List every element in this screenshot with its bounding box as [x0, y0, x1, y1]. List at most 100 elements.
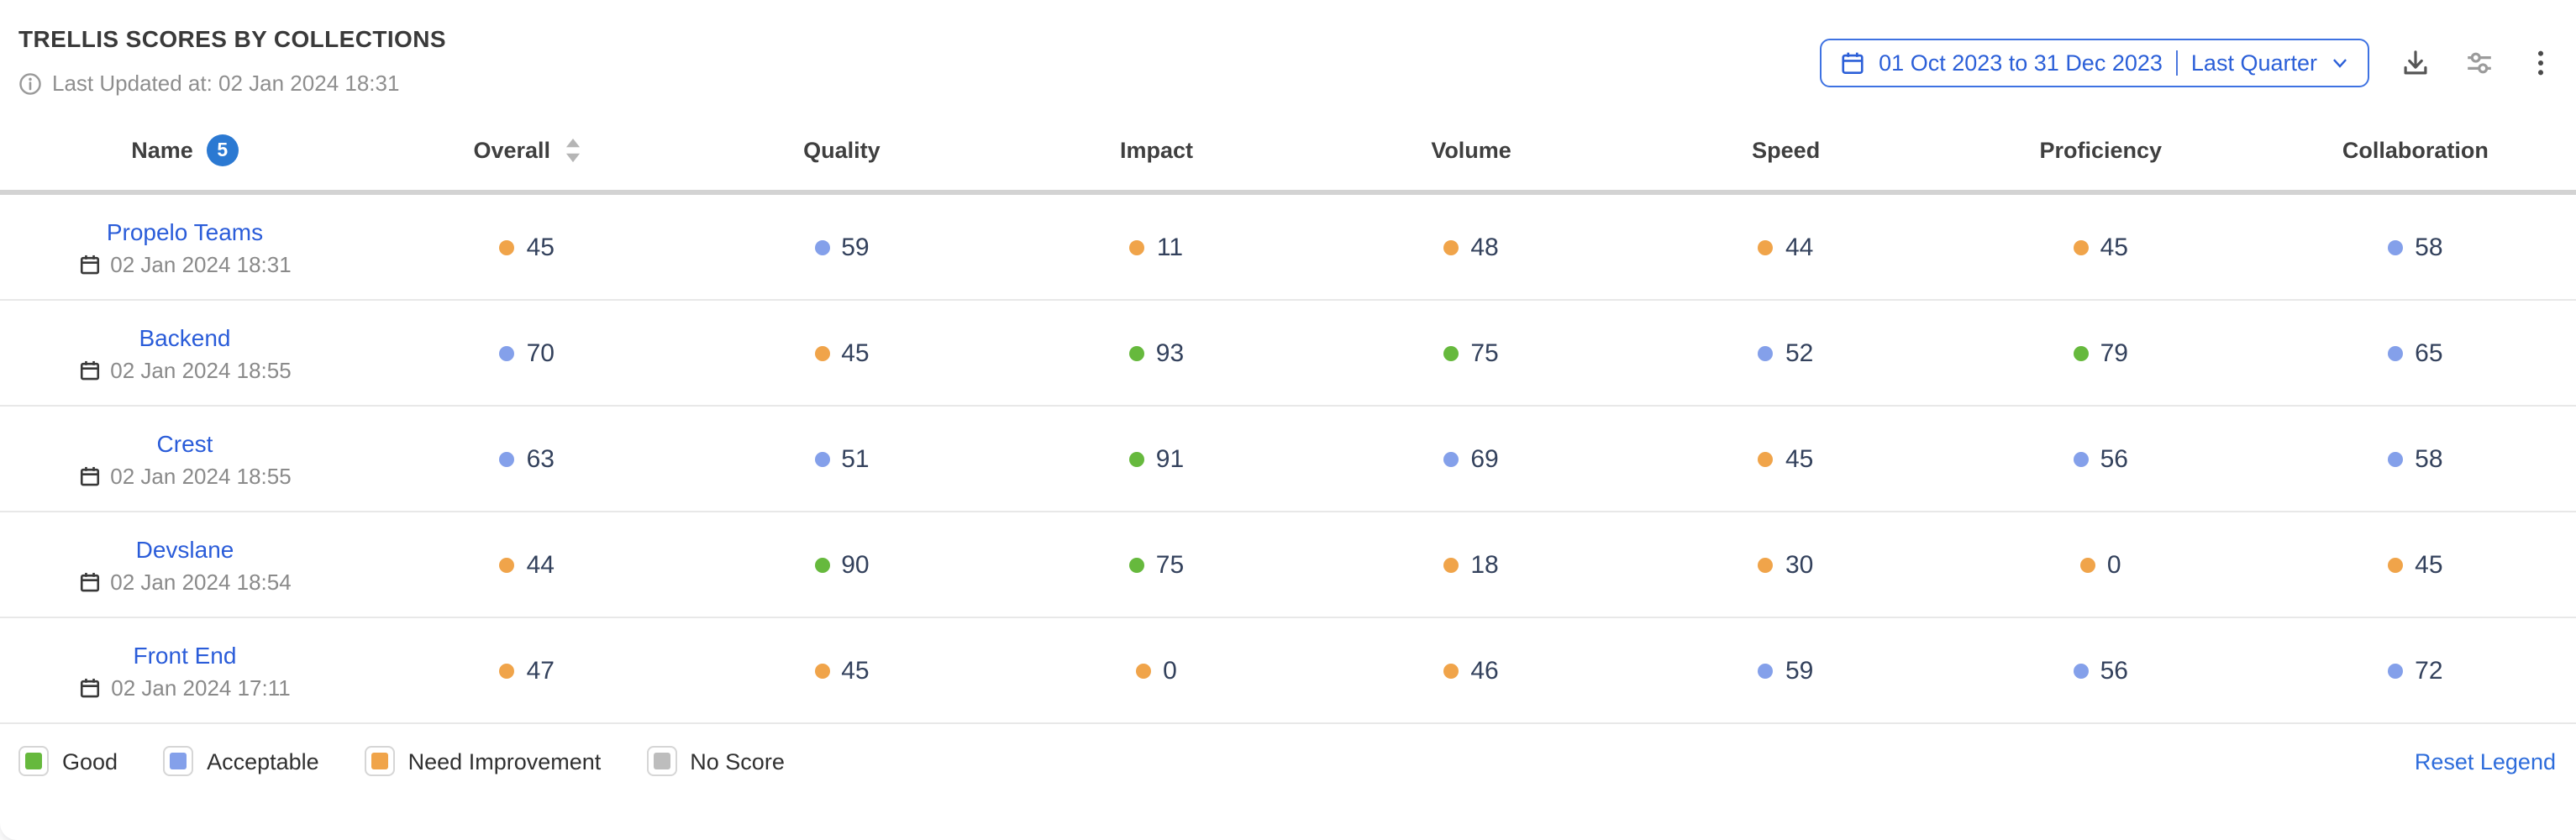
score-value: 44: [1785, 233, 1814, 261]
legend-item[interactable]: No Score: [646, 746, 785, 776]
score-dot: [2388, 239, 2404, 255]
score-dot: [814, 239, 830, 255]
score-cell: 75: [1314, 339, 1629, 367]
name-cell: Front End 02 Jan 2024 17:11: [0, 641, 370, 700]
score-value: 45: [526, 233, 555, 261]
score-value: 45: [1785, 444, 1814, 473]
score-cell: 65: [2258, 339, 2573, 367]
column-label: Proficiency: [2039, 138, 2163, 163]
score-cell: 91: [999, 444, 1314, 473]
column-header-quality: Quality: [685, 138, 1000, 163]
score-cell: 72: [2258, 656, 2573, 685]
column-header-overall[interactable]: Overall: [370, 138, 685, 163]
score-value: 70: [526, 339, 555, 367]
info-icon[interactable]: [18, 71, 42, 95]
score-cell: 46: [1314, 656, 1629, 685]
score-value: 58: [2415, 444, 2443, 473]
score-dot: [1128, 345, 1144, 360]
download-icon: [2401, 49, 2430, 77]
score-value: 18: [1470, 550, 1499, 579]
score-value: 52: [1785, 339, 1814, 367]
score-value: 45: [2100, 233, 2128, 261]
table-row: Propelo Teams 02 Jan 2024 18:31: [0, 195, 2576, 301]
calendar-icon: [78, 465, 100, 486]
download-button[interactable]: [2398, 45, 2433, 81]
collection-link[interactable]: Devslane: [135, 535, 234, 562]
row-date-text: 02 Jan 2024 17:11: [111, 675, 291, 700]
score-cell: 75: [999, 550, 1314, 579]
table-body: Propelo Teams 02 Jan 2024 18:31: [0, 195, 2576, 724]
column-label: Name: [131, 138, 193, 163]
score-dot: [2388, 557, 2404, 572]
score-cell: 47: [370, 656, 685, 685]
legend-chip: [18, 746, 49, 776]
score-cell: 45: [2258, 550, 2573, 579]
score-value: 45: [841, 656, 870, 685]
score-cell: 56: [1943, 656, 2258, 685]
widget-controls: 01 Oct 2023 to 31 Dec 2023 Last Quarter: [1820, 39, 2556, 87]
column-header-speed: Speed: [1628, 138, 1943, 163]
legend-item[interactable]: Need Improvement: [364, 746, 602, 776]
calendar-icon: [78, 359, 100, 381]
column-header-volume: Volume: [1314, 138, 1629, 163]
score-value: 79: [2100, 339, 2128, 367]
score-value: 90: [841, 550, 870, 579]
row-date: 02 Jan 2024 18:55: [78, 357, 292, 382]
score-cell: 0: [1943, 550, 2258, 579]
score-dot: [2079, 557, 2095, 572]
legend-item[interactable]: Acceptable: [163, 746, 319, 776]
column-label: Impact: [1119, 138, 1193, 163]
calendar-icon: [79, 676, 101, 698]
legend-item[interactable]: Good: [18, 746, 118, 776]
score-cell: 11: [999, 233, 1314, 261]
name-cell: Devslane 02 Jan 2024 18:54: [0, 535, 370, 594]
legend-swatch: [25, 753, 42, 769]
title-block: TRELLIS SCORES BY COLLECTIONS Last Updat…: [18, 25, 446, 96]
legend-label: Need Improvement: [407, 748, 602, 774]
score-cell: 93: [999, 339, 1314, 367]
chevron-down-icon: [2331, 54, 2349, 72]
score-cell: 69: [1314, 444, 1629, 473]
collection-link[interactable]: Backend: [139, 323, 231, 350]
score-cell: 59: [685, 233, 1000, 261]
last-updated-text: Last Updated at: 02 Jan 2024 18:31: [52, 71, 400, 96]
score-dot: [2073, 451, 2089, 466]
score-dot: [2073, 345, 2089, 360]
score-value: 0: [2106, 550, 2121, 579]
score-value: 75: [1470, 339, 1499, 367]
score-dot: [1758, 239, 1774, 255]
score-cell: 18: [1314, 550, 1629, 579]
legend-swatch: [653, 753, 670, 769]
score-value: 63: [526, 444, 555, 473]
row-date-text: 02 Jan 2024 18:55: [110, 463, 292, 488]
row-date: 02 Jan 2024 18:55: [78, 463, 292, 488]
collection-link[interactable]: Propelo Teams: [106, 218, 264, 244]
column-header-impact: Impact: [999, 138, 1314, 163]
score-cell: 59: [1628, 656, 1943, 685]
reset-legend-link[interactable]: Reset Legend: [2414, 748, 2556, 774]
legend-items: Good Acceptable Need Improvement: [18, 746, 785, 776]
score-value: 47: [526, 656, 555, 685]
legend-label: Acceptable: [207, 748, 319, 774]
widget-settings-button[interactable]: [2462, 45, 2497, 81]
score-dot: [1443, 663, 1459, 678]
score-cell: 63: [370, 444, 685, 473]
score-cell: 30: [1628, 550, 1943, 579]
collection-link[interactable]: Front End: [133, 641, 237, 668]
date-range-picker[interactable]: 01 Oct 2023 to 31 Dec 2023 Last Quarter: [1820, 39, 2369, 87]
score-dot: [2388, 663, 2404, 678]
table-row: Backend 02 Jan 2024 18:55 7: [0, 301, 2576, 407]
score-dot: [2073, 239, 2089, 255]
more-options-button[interactable]: [2526, 45, 2556, 81]
score-cell: 45: [370, 233, 685, 261]
table-row: Front End 02 Jan 2024 17:11: [0, 618, 2576, 724]
collection-link[interactable]: Crest: [156, 429, 213, 456]
score-cell: 0: [999, 656, 1314, 685]
score-dot: [1758, 663, 1774, 678]
name-cell: Propelo Teams 02 Jan 2024 18:31: [0, 218, 370, 276]
score-dot: [2388, 451, 2404, 466]
score-cell: 56: [1943, 444, 2258, 473]
score-dot: [2388, 345, 2404, 360]
header-divider: [0, 190, 2576, 195]
score-value: 45: [2415, 550, 2443, 579]
